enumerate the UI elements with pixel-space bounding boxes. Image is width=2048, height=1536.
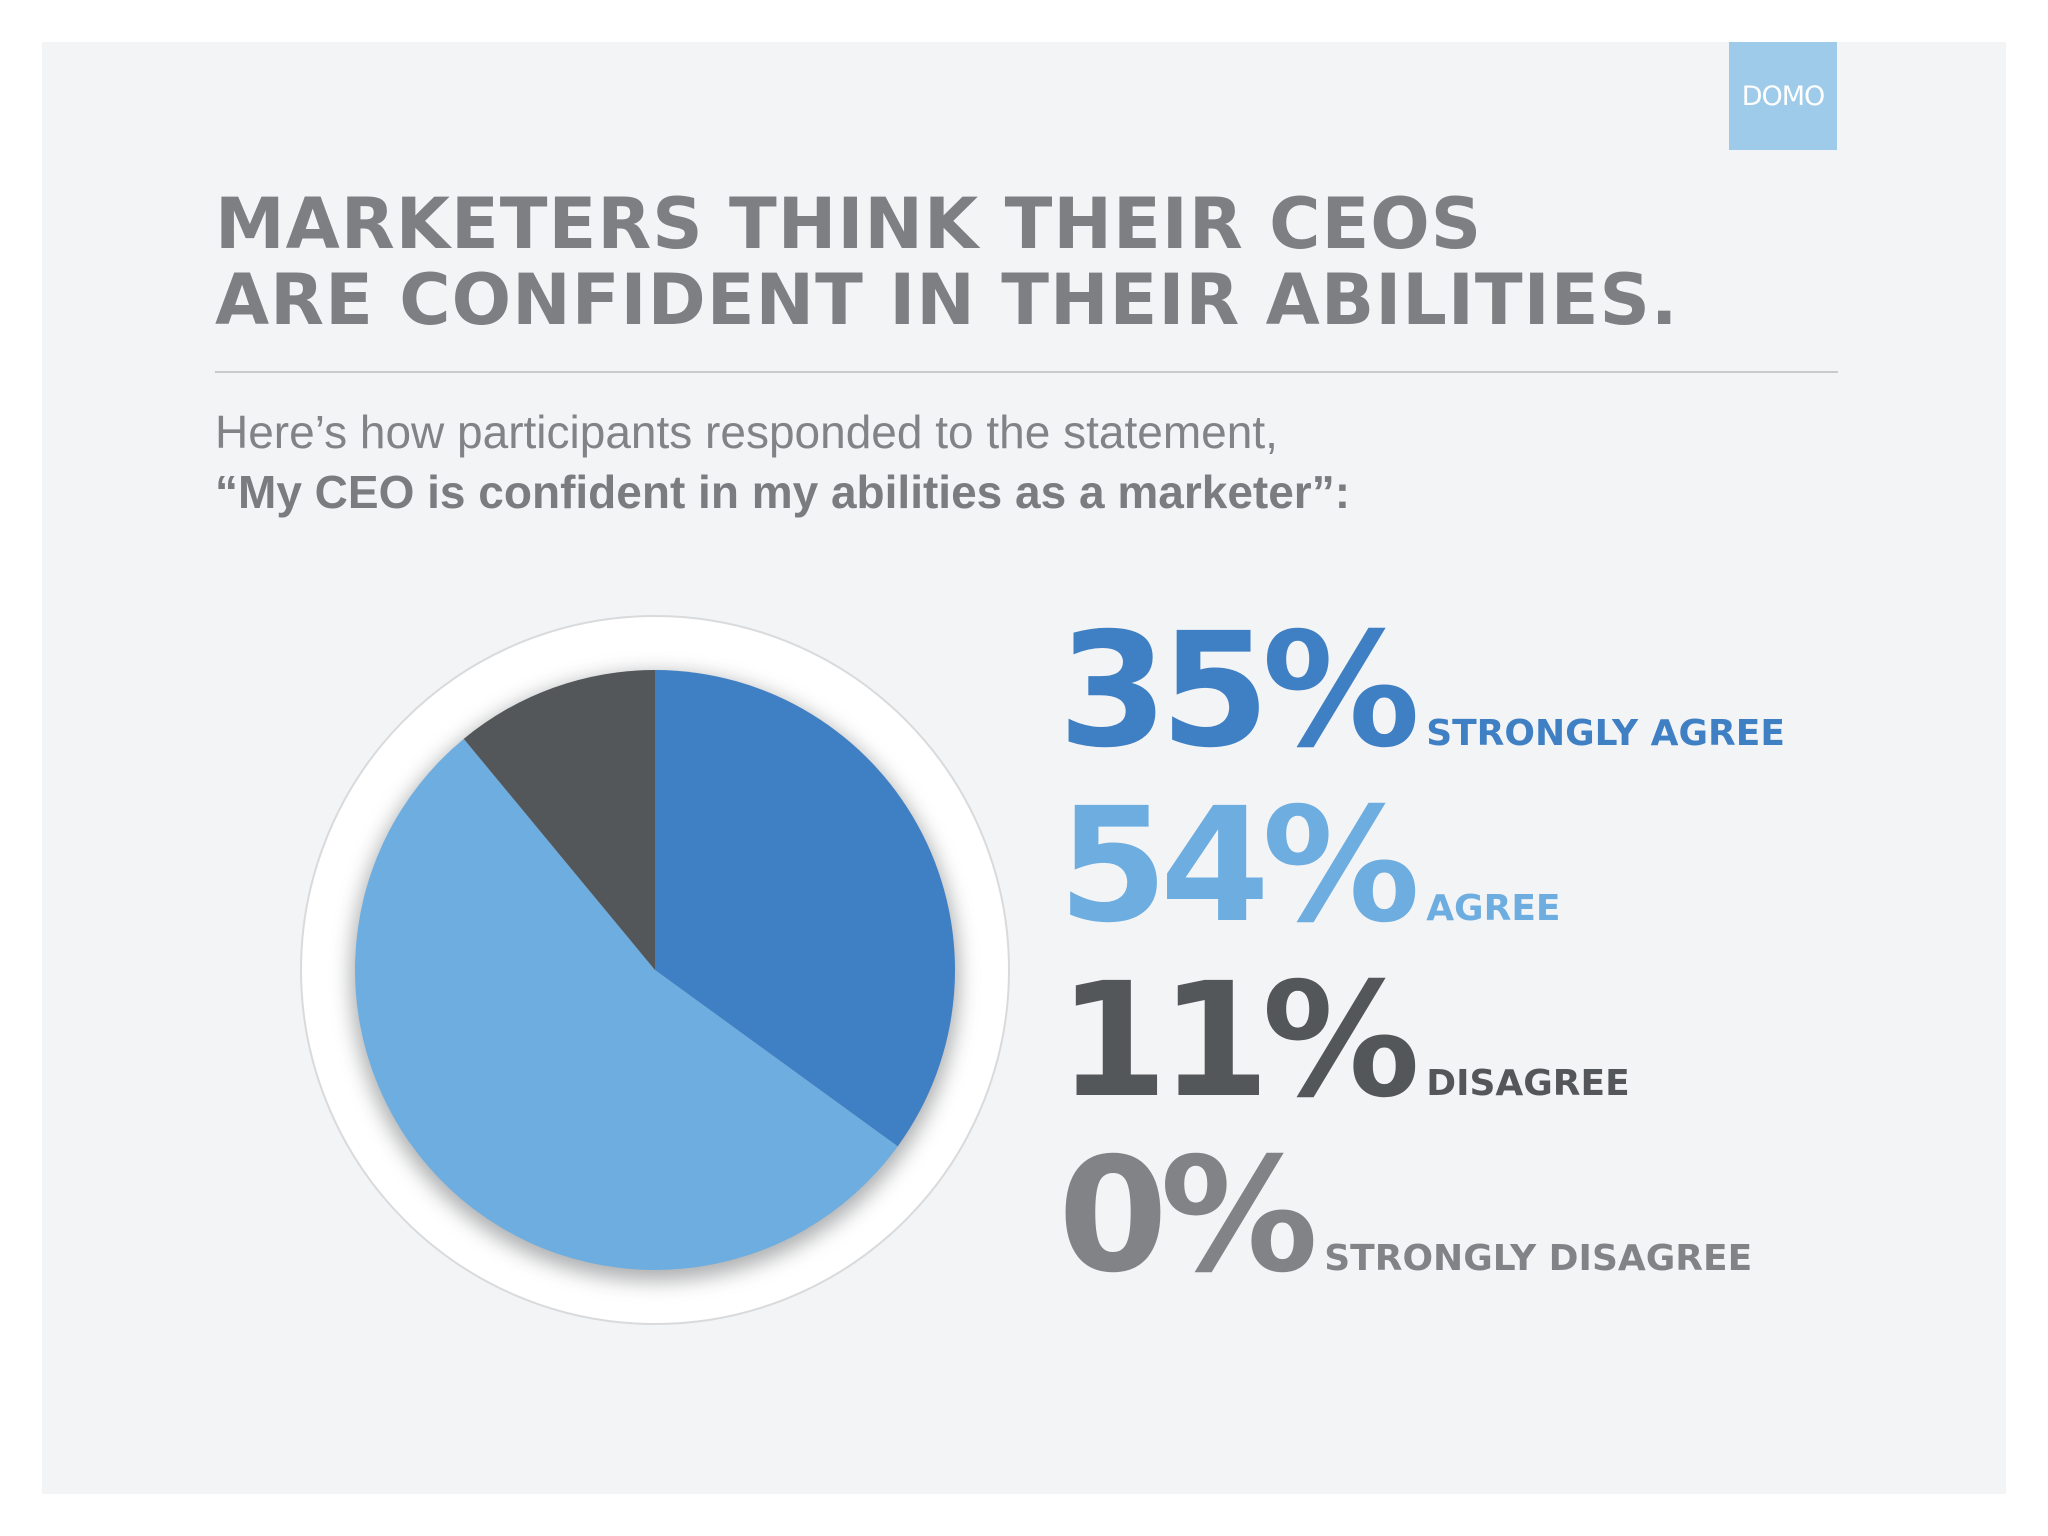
pie-chart-svg (300, 615, 1010, 1325)
title-line-2: ARE CONFIDENT IN THEIR ABILITIES. (215, 259, 1679, 341)
stat-label-strongly-agree: STRONGLY AGREE (1426, 713, 1785, 754)
stat-value-strongly-disagree: 0% (1058, 1124, 1318, 1308)
stat-label-disagree: DISAGREE (1426, 1063, 1630, 1104)
page-title: MARKETERS THINK THEIR CEOS ARE CONFIDENT… (215, 186, 1835, 338)
stat-row-strongly-agree: 35% STRONGLY AGREE (1058, 612, 1785, 770)
stat-row-agree: 54% AGREE (1058, 787, 1561, 945)
stat-label-agree: AGREE (1426, 888, 1561, 929)
subtitle-line-1: Here’s how participants responded to the… (215, 406, 1278, 458)
stat-value-strongly-agree: 35% (1058, 599, 1420, 783)
stat-value-agree: 54% (1058, 774, 1420, 958)
stat-row-strongly-disagree: 0% STRONGLY DISAGREE (1058, 1137, 1752, 1295)
pie-slice-disagree (463, 670, 655, 970)
subtitle-quote: “My CEO is confident in my abilities as … (215, 466, 1351, 518)
stat-row-disagree: 11% DISAGREE (1058, 962, 1630, 1120)
divider (215, 371, 1838, 373)
pie-chart (290, 605, 1020, 1335)
stat-value-disagree: 11% (1058, 949, 1420, 1133)
pie-slices (354, 670, 955, 1270)
domo-logo: DOMO (1729, 42, 1837, 150)
subtitle: Here’s how participants responded to the… (215, 402, 1835, 522)
pie-slice-agree (354, 738, 898, 1270)
pie-slice-strongly-agree (655, 670, 955, 1147)
title-line-1: MARKETERS THINK THEIR CEOS (215, 183, 1483, 265)
stat-label-strongly-disagree: STRONGLY DISAGREE (1324, 1238, 1753, 1279)
